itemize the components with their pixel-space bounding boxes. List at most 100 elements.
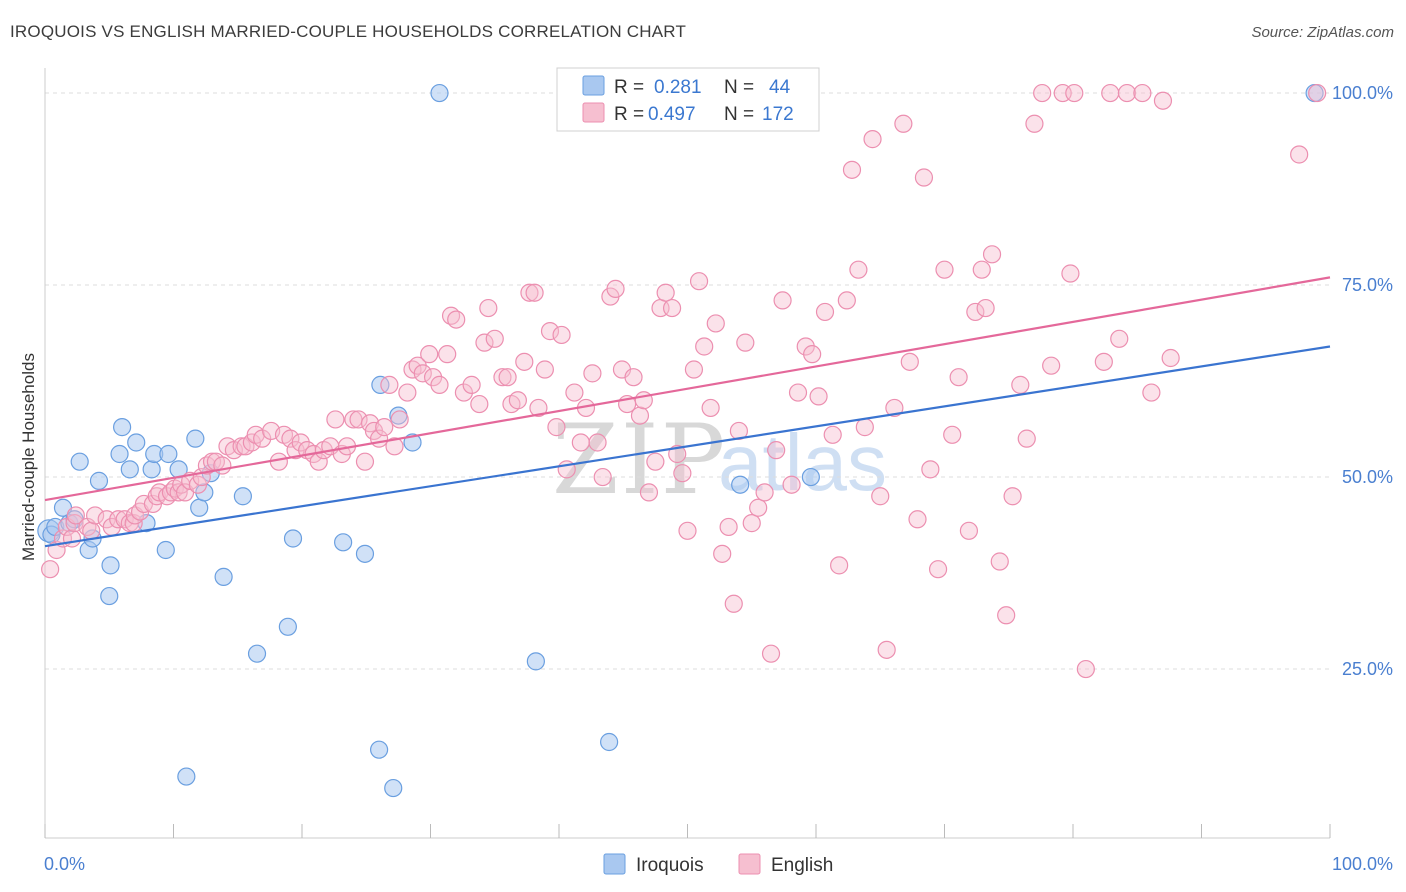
iroquois-point [142,460,161,479]
english-point [385,437,404,456]
english-point [701,398,720,418]
english-point [1017,429,1036,448]
series-legend: Iroquois English [603,853,833,876]
iroquois-point [110,444,129,464]
english-point [1110,329,1129,348]
english-point [678,521,697,540]
y-tick-label: 25.0% [1342,659,1393,679]
bottom-legend-english: English [771,855,833,876]
english-point [1033,83,1052,103]
english-point [1161,348,1180,368]
english-point [355,452,375,471]
english-point [1101,83,1120,103]
english-point [508,391,527,410]
iroquois-point [112,418,132,437]
iroquois-trend-line [44,345,1331,548]
iroquois-point [233,487,252,506]
english-point [375,418,394,437]
english-point [949,368,968,387]
english-point [515,352,534,371]
english-point [66,506,85,525]
iroquois-point [247,644,267,663]
english-point [529,398,548,418]
english-point [767,441,786,460]
english-point [719,517,738,537]
legend-n-value-iroquois: 44 [769,77,791,98]
english-point [82,521,101,540]
legend-r-value-iroquois: 0.281 [654,77,702,98]
english-point [454,383,474,402]
english-point [1308,83,1327,103]
iroquois-point [526,652,545,671]
english-point [479,298,498,318]
english-point [593,467,612,487]
english-point [588,433,607,452]
english-point [689,272,709,291]
english-point [639,483,659,502]
iroquois-point [355,544,375,563]
english-point [997,606,1016,625]
legend-r-label: R = [614,104,644,125]
stats-legend: R = 0.281 N = 44 R = 0.497 N = 172 [556,67,820,132]
legend-n-label: N = [724,77,754,98]
english-point [729,421,749,441]
iroquois-point [384,778,403,798]
english-point [668,444,687,464]
english-point [447,310,466,329]
english-point [849,260,868,279]
english-point [788,383,808,402]
english-point [485,329,504,348]
legend-n-value-english: 172 [762,104,794,125]
english-point [520,283,539,302]
iroquois-point [100,586,119,606]
y-tick-label: 75.0% [1342,275,1393,295]
english-point [966,302,985,322]
english-point [430,375,449,394]
english-point [438,345,457,364]
english-point [782,475,801,494]
english-point [420,345,439,364]
english-point [1061,264,1080,283]
english-point [982,245,1002,264]
english-point [928,560,948,579]
iroquois-point [801,467,820,487]
english-point [1094,352,1113,371]
english-point [809,387,828,406]
iroquois-point [120,460,139,479]
english-point [815,302,835,322]
english-point [885,398,904,418]
english-point [390,410,409,429]
iroquois-point [370,740,389,759]
english-point [900,352,919,371]
chart-title: IROQUOIS VS ENGLISH MARRIED-COUPLE HOUSE… [10,22,687,41]
iroquois-point [177,767,196,786]
gridlines [45,92,1330,670]
english-point [565,383,584,402]
iroquois-point [190,498,209,517]
iroquois-point [214,567,233,586]
english-point [583,364,602,383]
english-point [1011,375,1030,394]
english-point [646,452,665,471]
english-point [552,325,571,345]
iroquois-point [101,556,120,575]
english-point [86,506,105,525]
iroquois-point [600,732,619,752]
english-point [624,368,643,387]
axes [44,68,1331,839]
iroquois-points [37,83,1324,798]
legend-n-label: N = [724,104,754,125]
english-point [1065,83,1084,103]
english-point [935,260,954,279]
y-axis-label: Married-couple Households [19,353,38,561]
bottom-legend-swatch-english [738,853,761,875]
english-point [41,560,60,579]
x-tick-label: 100.0% [1332,854,1393,874]
english-point [921,460,940,479]
english-point [742,514,761,533]
english-point [326,410,345,429]
english-point [571,433,590,452]
english-point [803,345,822,364]
english-point [662,298,682,318]
iroquois-point [186,429,205,448]
